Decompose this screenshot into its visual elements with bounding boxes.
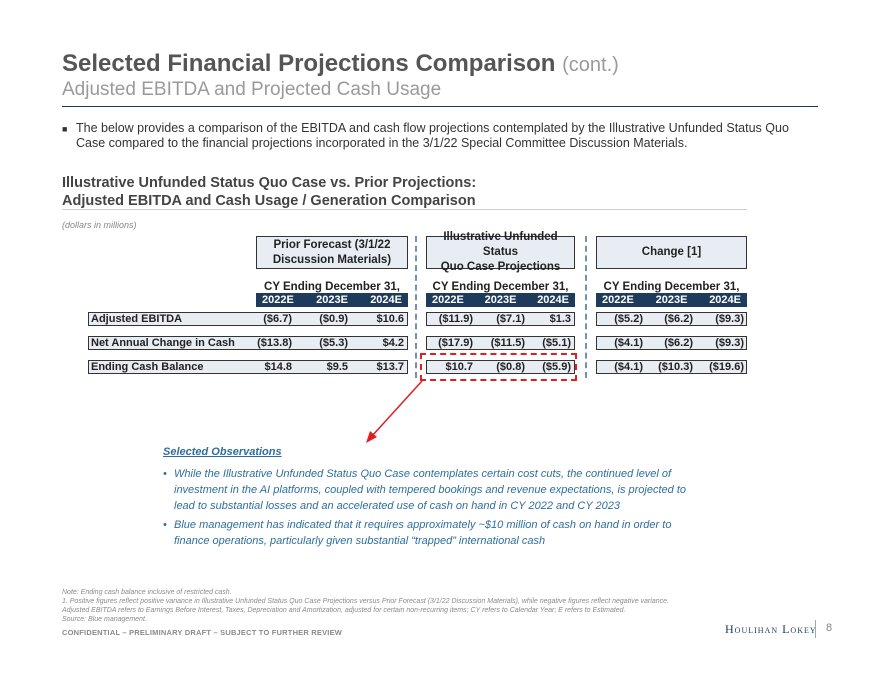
square-bullet-icon: ■ [62,124,68,134]
header-status-quo-line2: Quo Case Projections [440,261,561,273]
header-prior-line1: Prior Forecast (3/1/22 [273,238,391,251]
header-change-line1: Change [1] [641,246,702,258]
year-header: 2023E [316,294,348,306]
year-header: 2024E [370,294,402,306]
bullet-dot-icon: • [163,468,167,480]
observation-text: While the Illustrative Unfunded Status Q… [174,468,686,512]
arrow-icon [366,380,423,443]
section-heading-line1: Illustrative Unfunded Status Quo Case vs… [62,175,477,191]
observation-item: • Blue management has indicated that it … [163,517,703,551]
row-label-adjusted-ebitda: Adjusted EBITDA [91,313,183,325]
year-header: 2023E [655,294,688,306]
table-cell: ($17.9) [438,337,473,349]
year-bar-prior: 2022E 2023E 2024E [256,293,408,307]
intro-text: The below provides a comparison of the E… [76,121,789,150]
table-cell: ($5.2) [614,313,643,325]
row-box-ending-cash-prior [88,360,408,374]
observation-text: Blue management has indicated that it re… [174,519,672,547]
year-bar-status-quo: 2022E 2023E 2024E [426,293,575,307]
footnote: Note: Ending cash balance inclusive of r… [62,589,232,596]
table-cell: ($5.9) [542,361,571,373]
year-header: 2024E [537,294,569,306]
header-prior-forecast: Prior Forecast (3/1/22 Discussion Materia… [256,236,408,269]
row-box-ending-cash-sq [426,360,575,374]
table-cell: ($6.2) [664,337,693,349]
cy-label-change: CY Ending December 31, [603,281,740,293]
page-title: Selected Financial Projections Compariso… [62,50,619,78]
header-prior-line2: Discussion Materials) [272,253,392,266]
row-box-ending-cash-change [596,360,747,374]
table-cell: ($13.8) [257,337,292,349]
observation-item: • While the Illustrative Unfunded Status… [163,466,703,516]
table-cell: $9.5 [326,361,348,373]
table-cell: ($7.1) [496,313,525,325]
footnote: Source: Blue management. [62,616,147,623]
row-box-ebitda-sq [426,312,575,326]
row-box-ebitda-prior [88,312,408,326]
row-label-net-change-cash: Net Annual Change in Cash [91,337,235,349]
footer-divider [815,620,816,638]
table-cell: $13.7 [376,361,404,373]
table-cell: $14.8 [264,361,292,373]
table-cell: ($9.3) [715,337,744,349]
year-header: 2024E [709,294,741,306]
section-heading: Illustrative Unfunded Status Quo Case vs… [62,174,476,210]
header-status-quo-line1: Illustrative Unfunded Status [443,231,558,258]
table-cell: ($4.1) [614,361,643,373]
table-cell: ($4.1) [614,337,643,349]
page-number: 8 [826,622,833,634]
table-cell: ($10.3) [658,361,693,373]
table-cell: $1.3 [549,313,571,325]
units-note: (dollars in millions) [62,220,137,230]
year-bar-change: 2022E 2023E 2024E [596,293,747,307]
year-header: 2023E [484,294,517,306]
section-divider [62,209,747,210]
section-heading-line2: Adjusted EBITDA and Cash Usage / Generat… [62,193,476,209]
row-box-ebitda-change [596,312,747,326]
page-subtitle: Adjusted EBITDA and Projected Cash Usage [62,79,442,100]
year-header: 2022E [432,294,464,306]
table-cell: $4.2 [382,337,404,349]
row-box-cash-change-prior [88,336,408,350]
year-header: 2022E [262,294,294,306]
table-cell: ($6.7) [263,313,292,325]
year-header: 2022E [602,294,634,306]
observations-title: Selected Observations [163,446,282,458]
table-cell: ($11.5) [490,337,525,349]
brand-logo: Houlihan Lokey [725,622,817,636]
title-cont: (cont.) [562,54,619,76]
table-cell: ($5.1) [542,337,571,349]
cy-label-status-quo: CY Ending December 31, [432,281,569,293]
table-cell: ($11.9) [438,313,473,325]
cy-label-prior: CY Ending December 31, [264,281,400,293]
title-text: Selected Financial Projections Compariso… [62,50,556,77]
table-cell: ($9.3) [715,313,744,325]
bullet-dot-icon: • [163,519,167,531]
header-status-quo: Illustrative Unfunded Status Quo Case Pro… [426,231,575,273]
header-change: Change [1] [596,236,747,269]
row-box-cash-change-change [596,336,747,350]
title-divider [62,106,818,107]
row-label-ending-cash: Ending Cash Balance [91,361,204,373]
table-cell: ($19.6) [709,361,744,373]
table-cell: ($0.9) [319,313,348,325]
row-box-cash-change-sq [426,336,575,350]
footnote: Adjusted EBITDA refers to Earnings Befor… [62,607,626,614]
table-cell: $10.7 [445,361,473,373]
table-cell: ($6.2) [664,313,693,325]
table-cell: $10.6 [376,313,404,325]
group-separator [585,236,587,378]
highlight-box [420,353,577,381]
group-separator [415,236,417,378]
footnote: 1. Positive figures reflect positive var… [62,598,669,605]
table-cell: ($0.8) [496,361,525,373]
confidential-label: CONFIDENTIAL – PRELIMINARY DRAFT – SUBJE… [62,628,343,637]
table-cell: ($5.3) [319,337,348,349]
